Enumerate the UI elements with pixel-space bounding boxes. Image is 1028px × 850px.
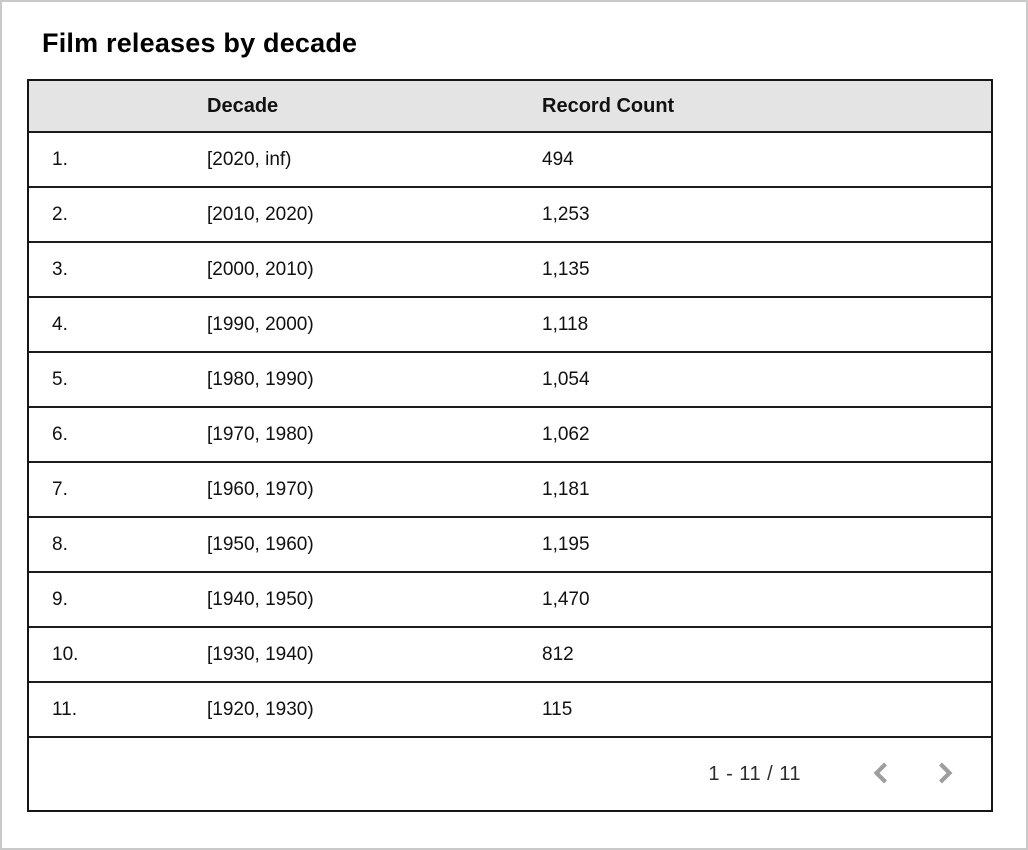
row-decade: [2020, inf) [207, 148, 292, 170]
row-decade: [1930, 1940) [207, 643, 314, 665]
row-record-count: 494 [542, 148, 574, 170]
pagination-range-label: 1 - 11 / 11 [708, 762, 801, 785]
data-table: Decade Record Count 1. [2020, inf) 494 2… [27, 79, 993, 812]
chevron-left-icon [871, 761, 891, 788]
row-index: 6. [52, 423, 68, 445]
row-index: 9. [52, 588, 68, 610]
row-record-count: 1,054 [542, 368, 590, 390]
row-record-count: 1,470 [542, 588, 590, 610]
row-record-count: 812 [542, 643, 574, 665]
row-record-count: 1,181 [542, 478, 590, 500]
row-decade: [1920, 1930) [207, 698, 314, 720]
table-header-row: Decade Record Count [29, 81, 991, 131]
page-title: Film releases by decade [42, 28, 358, 58]
row-index: 11. [52, 698, 78, 720]
row-index: 4. [52, 313, 68, 335]
table-row: 7. [1960, 1970) 1,181 [29, 461, 991, 516]
row-index: 2. [52, 203, 68, 225]
table-row: 11. [1920, 1930) 115 [29, 681, 991, 736]
table-row: 6. [1970, 1980) 1,062 [29, 406, 991, 461]
row-index: 7. [52, 478, 68, 500]
table-row: 3. [2000, 2010) 1,135 [29, 241, 991, 296]
row-index: 8. [52, 533, 68, 555]
header-decade[interactable]: Decade [207, 94, 279, 117]
row-decade: [1970, 1980) [207, 423, 314, 445]
chevron-right-icon [935, 761, 955, 788]
row-decade: [2000, 2010) [207, 258, 314, 280]
row-index: 10. [52, 643, 79, 665]
row-decade: [1980, 1990) [207, 368, 314, 390]
row-record-count: 1,135 [542, 258, 590, 280]
row-record-count: 1,195 [542, 533, 590, 555]
next-page-button[interactable] [927, 756, 963, 792]
row-record-count: 1,118 [542, 313, 589, 335]
row-record-count: 1,253 [542, 203, 590, 225]
table-row: 4. [1990, 2000) 1,118 [29, 296, 991, 351]
row-decade: [1940, 1950) [207, 588, 314, 610]
table-row: 8. [1950, 1960) 1,195 [29, 516, 991, 571]
row-decade: [1960, 1970) [207, 478, 314, 500]
table-row: 1. [2020, inf) 494 [29, 131, 991, 186]
table-row: 10. [1930, 1940) 812 [29, 626, 991, 681]
prev-page-button[interactable] [863, 756, 899, 792]
row-index: 1. [52, 148, 68, 170]
row-decade: [1950, 1960) [207, 533, 314, 555]
table-footer: 1 - 11 / 11 [29, 736, 991, 810]
table-row: 5. [1980, 1990) 1,054 [29, 351, 991, 406]
row-record-count: 115 [542, 698, 573, 720]
table-row: 9. [1940, 1950) 1,470 [29, 571, 991, 626]
row-decade: [2010, 2020) [207, 203, 314, 225]
row-index: 5. [52, 368, 68, 390]
row-record-count: 1,062 [542, 423, 590, 445]
row-index: 3. [52, 258, 68, 280]
row-decade: [1990, 2000) [207, 313, 314, 335]
table-row: 2. [2010, 2020) 1,253 [29, 186, 991, 241]
header-record-count[interactable]: Record Count [542, 94, 675, 117]
